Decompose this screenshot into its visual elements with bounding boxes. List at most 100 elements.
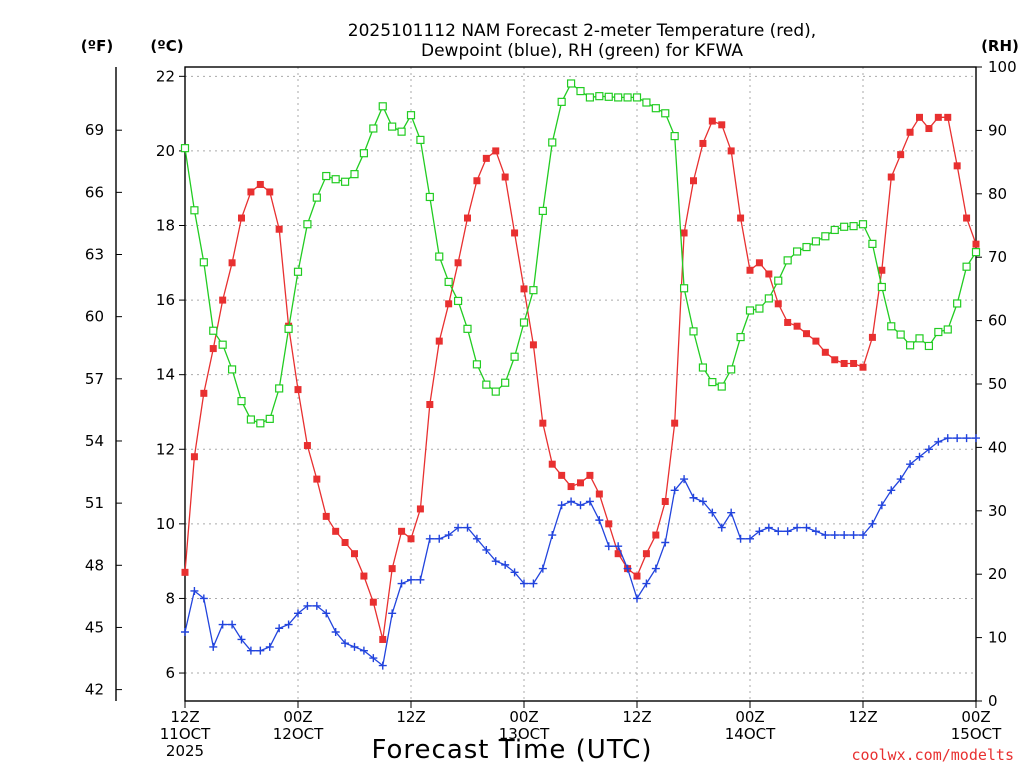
x-tick-label: 00Z bbox=[509, 708, 538, 726]
temperature-point bbox=[595, 490, 603, 498]
temperature-point bbox=[755, 259, 763, 267]
rh-point bbox=[303, 220, 312, 229]
temperature-point bbox=[567, 483, 575, 491]
temperature-point bbox=[454, 259, 462, 267]
rh-point bbox=[425, 192, 434, 202]
celsius-tick-label: 22 bbox=[156, 67, 175, 85]
temperature-point bbox=[341, 539, 349, 546]
rh-point bbox=[190, 206, 199, 215]
dewpoint-point bbox=[595, 516, 604, 525]
celsius-tick-label: 18 bbox=[156, 217, 175, 235]
temperature-point bbox=[360, 572, 368, 580]
temperature-point bbox=[953, 162, 961, 170]
temperature-point bbox=[812, 337, 820, 345]
rh-point bbox=[840, 222, 849, 231]
x-tick-label: 15OCT bbox=[951, 725, 1002, 743]
temperature-point bbox=[934, 113, 942, 121]
dewpoint-point bbox=[623, 564, 632, 573]
x-tick-label: 00Z bbox=[283, 708, 312, 726]
rh-point bbox=[745, 306, 755, 315]
dewpoint-point bbox=[755, 527, 764, 536]
rh-point bbox=[896, 330, 905, 339]
temperature-point bbox=[181, 568, 189, 576]
fahrenheit-axis-unit: (ºF) bbox=[81, 37, 113, 55]
temperature-point bbox=[511, 229, 519, 237]
rh-point bbox=[708, 377, 717, 387]
temperature-point bbox=[266, 188, 274, 196]
dewpoint-point bbox=[501, 560, 510, 569]
dewpoint-point bbox=[840, 531, 849, 540]
rh-tick-label: 70 bbox=[988, 248, 1007, 266]
dewpoint-series bbox=[181, 434, 980, 670]
dewpoint-point bbox=[896, 475, 905, 484]
temperature-point bbox=[473, 177, 481, 185]
temperature-point bbox=[464, 214, 471, 222]
dewpoint-point bbox=[924, 445, 933, 454]
rh-point bbox=[519, 318, 529, 327]
rh-point bbox=[482, 380, 491, 389]
celsius-tick-label: 14 bbox=[156, 366, 175, 384]
chart-title-line-1: 2025101112 NAM Forecast 2-meter Temperat… bbox=[348, 21, 816, 41]
temperature-point bbox=[482, 154, 490, 162]
rh-tick-label: 0 bbox=[988, 692, 998, 710]
dewpoint-point bbox=[614, 542, 623, 551]
x-tick-label: 2025 bbox=[166, 742, 204, 760]
chart-title-line-2: Dewpoint (blue), RH (green) for KFWA bbox=[421, 41, 743, 61]
rh-point bbox=[406, 111, 416, 120]
dewpoint-point bbox=[265, 642, 274, 651]
dewpoint-point bbox=[425, 534, 434, 543]
temperature-point bbox=[690, 177, 697, 185]
rh-point bbox=[614, 93, 623, 102]
celsius-tick-label: 12 bbox=[156, 440, 175, 458]
temperature-point bbox=[708, 117, 716, 125]
rh-tick-label: 90 bbox=[988, 121, 1007, 139]
rh-point bbox=[764, 294, 773, 303]
temperature-point bbox=[925, 125, 933, 133]
rh-point bbox=[849, 222, 858, 231]
rh-point bbox=[444, 277, 453, 287]
rh-point bbox=[585, 93, 595, 102]
temperature-point bbox=[539, 419, 547, 427]
rh-point bbox=[566, 79, 576, 88]
x-tick-label: 13OCT bbox=[499, 725, 550, 743]
rh-point bbox=[529, 286, 538, 295]
temperature-point bbox=[435, 337, 443, 345]
rh-point bbox=[595, 92, 604, 101]
dewpoint-point bbox=[915, 452, 924, 461]
rh-point bbox=[359, 149, 369, 158]
dewpoint-point bbox=[331, 628, 340, 637]
temperature-point bbox=[661, 497, 669, 505]
rh-point bbox=[698, 363, 708, 372]
rh-point bbox=[548, 138, 557, 147]
dewpoint-point bbox=[256, 646, 265, 655]
temperature-point bbox=[247, 188, 255, 196]
rh-point bbox=[924, 341, 934, 351]
x-tick-label: 12Z bbox=[170, 708, 199, 726]
rh-point bbox=[312, 193, 321, 202]
temperature-point bbox=[784, 318, 792, 326]
temperature-point bbox=[605, 520, 613, 528]
temperature-point bbox=[680, 229, 688, 237]
rh-point bbox=[284, 324, 293, 333]
rh-point bbox=[275, 384, 284, 393]
rh-point bbox=[218, 340, 227, 349]
dewpoint-point bbox=[482, 545, 491, 554]
dewpoint-point bbox=[830, 531, 839, 540]
dewpoint-point bbox=[435, 534, 444, 543]
temperature-point bbox=[322, 512, 330, 520]
dewpoint-point bbox=[218, 620, 227, 629]
rh-point bbox=[510, 352, 519, 361]
rh-point bbox=[953, 299, 962, 308]
temperature-point bbox=[652, 531, 660, 539]
dewpoint-point bbox=[199, 594, 208, 603]
x-tick-label: 14OCT bbox=[725, 725, 776, 743]
dewpoint-point bbox=[491, 557, 500, 566]
temperature-point bbox=[558, 471, 566, 479]
rh-point bbox=[811, 237, 821, 246]
rh-point bbox=[661, 109, 670, 118]
dewpoint-point bbox=[510, 568, 519, 577]
x-tick-label: 00Z bbox=[735, 708, 764, 726]
rh-point bbox=[378, 102, 387, 111]
dewpoint-point bbox=[567, 497, 576, 506]
dewpoint-point bbox=[359, 646, 368, 655]
